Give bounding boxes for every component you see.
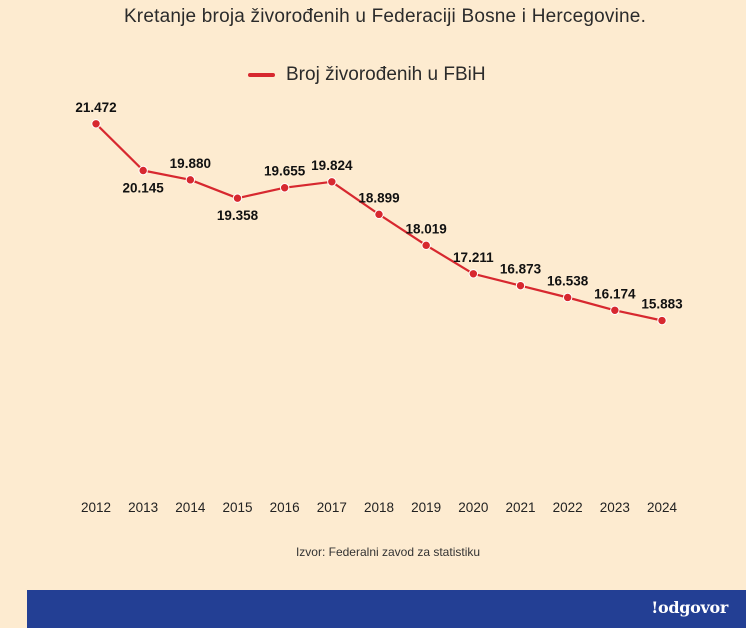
- line-chart: 21.472 20.145 19.880 19.358 19.655 19.824 18.8…: [75, 100, 683, 515]
- series-line: [94, 122, 664, 322]
- data-point-2023: [610, 305, 620, 315]
- data-label-2016: 19.655: [264, 164, 306, 179]
- data-label-2019: 18.019: [406, 221, 447, 236]
- x-tick-label-2015: 2015: [222, 500, 252, 515]
- data-label-2017: 19.824: [311, 158, 353, 173]
- data-point-2021: [515, 280, 526, 291]
- data-label-2018: 18.899: [358, 190, 399, 205]
- data-point-2019: [421, 240, 431, 251]
- data-point-2017: [327, 177, 337, 187]
- data-point-2024: [657, 315, 667, 326]
- x-tick-label-2020: 2020: [458, 500, 488, 515]
- data-label-2015: 19.358: [217, 208, 259, 223]
- data-label-2020: 17.211: [453, 250, 494, 265]
- x-tick-label-2012: 2012: [81, 500, 111, 515]
- data-label-2024: 15.883: [641, 297, 683, 312]
- data-point-2013: [138, 165, 148, 176]
- brand-logo: !odgovor: [651, 598, 728, 617]
- x-tick-label-2024: 2024: [647, 500, 678, 515]
- data-point-2015: [232, 193, 243, 203]
- data-point-2014: [185, 175, 196, 185]
- chart-title: Kretanje broja živorođenih u Federaciji …: [123, 6, 647, 27]
- data-point-2012: [91, 119, 101, 129]
- x-tick-label-2018: 2018: [364, 500, 394, 515]
- x-tick-label-2023: 2023: [600, 500, 630, 515]
- x-tick-label-2019: 2019: [411, 500, 441, 515]
- data-label-2021: 16.873: [500, 262, 542, 277]
- x-tick-label-2016: 2016: [270, 500, 300, 515]
- data-label-2012: 21.472: [75, 100, 116, 115]
- data-label-2023: 16.174: [594, 286, 636, 301]
- footer-bar: !odgovor: [27, 590, 746, 628]
- x-tick-label-2021: 2021: [505, 500, 535, 515]
- data-label-2022: 16.538: [547, 273, 589, 288]
- data-point-2020: [468, 269, 479, 279]
- x-tick-label-2014: 2014: [175, 500, 206, 515]
- x-tick-label-2017: 2017: [317, 500, 347, 515]
- data-label-2014: 19.880: [170, 156, 211, 171]
- data-label-2013: 20.145: [123, 180, 165, 195]
- source-note: Izvor: Federalni zavod za statistiku: [295, 545, 481, 559]
- legend-label: Broj živorođenih u FBiH: [286, 64, 486, 85]
- data-point-2018: [374, 209, 384, 220]
- data-point-2022: [562, 292, 573, 303]
- legend: Broj živorođenih u FBiH: [248, 64, 486, 86]
- legend-swatch: [248, 73, 275, 77]
- x-tick-label-2022: 2022: [553, 500, 583, 515]
- data-point-2016: [279, 183, 290, 193]
- x-tick-label-2013: 2013: [128, 500, 158, 515]
